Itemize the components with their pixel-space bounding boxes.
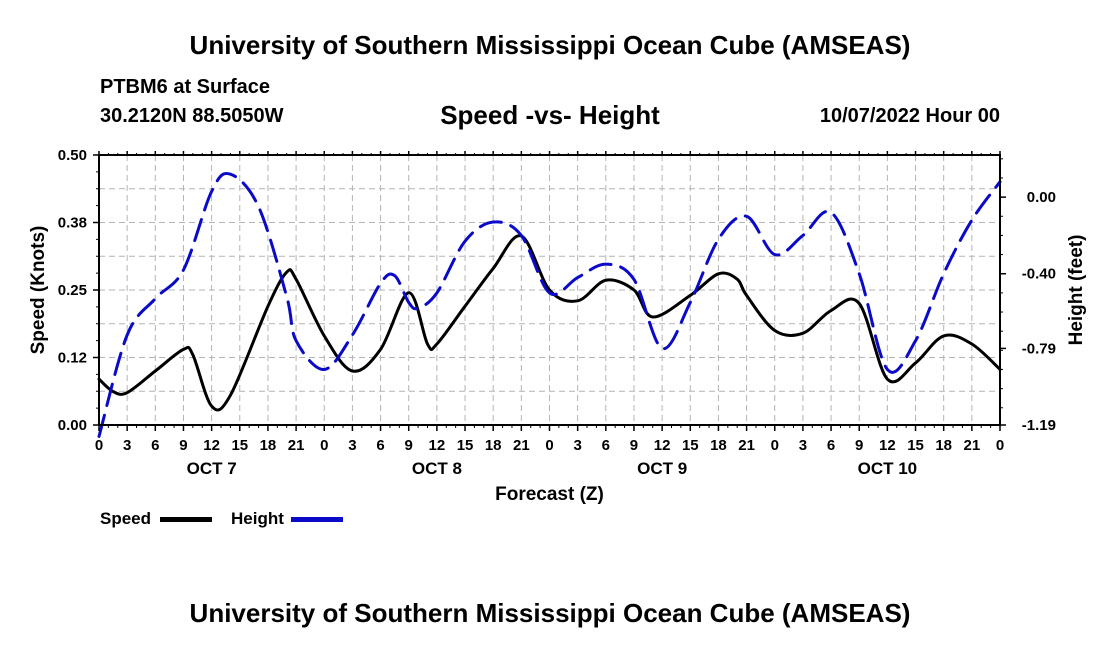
x-tick-label: 15 [907,437,924,454]
x-tick-label: 0 [320,437,328,454]
x-tick-label: 9 [179,437,187,454]
y-tick-label: 0.12 [58,350,87,367]
x-tick-label: 12 [203,437,220,454]
x-tick-label: 0 [95,437,103,454]
station-coordinates: 30.2120N 88.5050W [100,105,284,127]
x-tick-label: 18 [485,437,502,454]
x-tick-label: 6 [151,437,159,454]
x-tick-label: 0 [996,437,1004,454]
y2-tick-label: -0.79 [1022,340,1056,357]
chart-main-title: University of Southern Mississippi Ocean… [189,30,911,60]
x-tick-label: 9 [405,437,413,454]
x-tick-label: 21 [288,437,305,454]
x-tick-label: 21 [964,437,981,454]
x-day-label: OCT 9 [637,459,687,478]
forecast-datetime: 10/07/2022 Hour 00 [819,105,1000,127]
legend-speed-label: Speed [100,509,152,528]
y2-tick-label: -1.19 [1022,417,1056,434]
station-label: PTBM6 at Surface [100,76,271,98]
y2-axis-title: Height (feet) [1066,235,1087,346]
x-tick-label: 21 [738,437,755,454]
x-tick-label: 15 [682,437,699,454]
x-tick-label: 18 [710,437,727,454]
y-tick-label: 0.00 [58,417,87,434]
series-layer [97,172,1002,438]
y-axis-title: Speed (Knots) [28,226,49,355]
x-tick-label: 18 [935,437,952,454]
y-tick-label: 0.38 [58,215,87,232]
x-tick-label: 21 [513,437,530,454]
legend-height-label: Height [231,509,284,528]
x-tick-label: 6 [827,437,835,454]
legend-speed-swatch [160,517,212,522]
chart-subtitle: Speed -vs- Height [440,100,660,130]
x-day-label: OCT 8 [412,459,462,478]
x-tick-label: 6 [602,437,610,454]
x-tick-label: 15 [231,437,248,454]
y2-tick-label: 0.00 [1027,189,1056,206]
y2-tick-label: -0.40 [1022,266,1056,283]
y-tick-label: 0.25 [58,282,87,299]
x-day-label: OCT 7 [187,459,237,478]
x-tick-label: 12 [429,437,446,454]
x-tick-label: 3 [799,437,807,454]
x-tick-label: 3 [573,437,581,454]
legend-height-swatch [291,517,343,522]
x-day-label: OCT 10 [858,459,918,478]
speed-series-line [97,234,1002,412]
x-tick-label: 12 [654,437,671,454]
height-series-line [97,172,1002,438]
chart-footer-title: University of Southern Mississippi Ocean… [189,598,911,628]
x-tick-label: 6 [376,437,384,454]
x-tick-label: 9 [630,437,638,454]
y-tick-label: 0.50 [58,147,87,164]
x-tick-label: 15 [457,437,474,454]
x-tick-label: 12 [879,437,896,454]
x-axis-title: Forecast (Z) [495,484,604,505]
x-tick-label: 0 [771,437,779,454]
x-tick-label: 18 [260,437,277,454]
x-tick-label: 9 [855,437,863,454]
axes-layer: 0 3 6 9 12 15 18 21 0 3 6 9 12 15 18 21 0 3 6 9 12 15 18 21 0 3 6 9… [28,147,1087,505]
x-tick-label: 3 [348,437,356,454]
x-tick-label: 3 [123,437,131,454]
x-tick-label: 0 [545,437,553,454]
